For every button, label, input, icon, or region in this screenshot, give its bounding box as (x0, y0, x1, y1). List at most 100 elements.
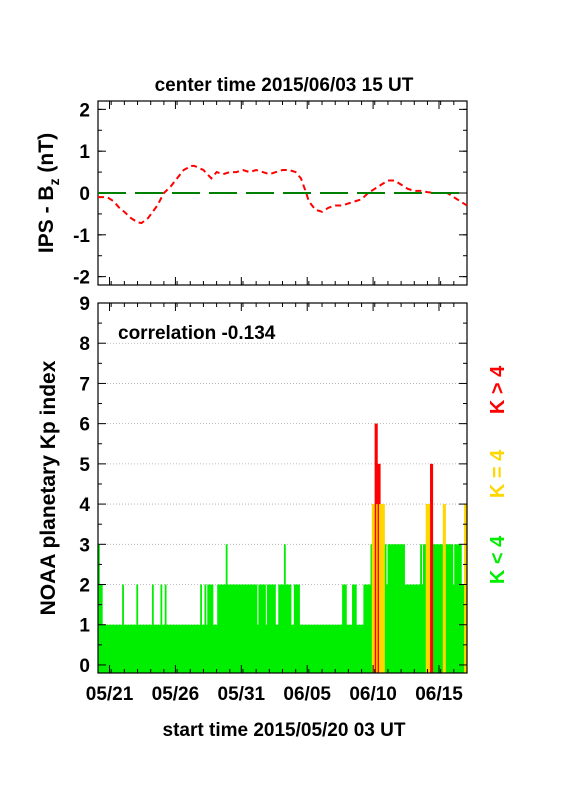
kp-bar (245, 584, 248, 673)
kp-bar (124, 624, 127, 673)
kp-bar (440, 544, 442, 673)
kp-bar (313, 624, 316, 673)
kp-bar (200, 584, 203, 673)
kp-bar (188, 624, 191, 673)
kp-bar (281, 584, 283, 673)
legend-k-greater-4: K > 4 (487, 365, 509, 414)
kp-bar (251, 584, 254, 673)
kp-bar (123, 624, 126, 673)
kp-bar (268, 584, 271, 673)
kp-bar (176, 624, 178, 673)
kp-bar (308, 624, 310, 673)
kp-bar (359, 624, 361, 673)
kp-bar (417, 584, 420, 673)
kp-bar (248, 584, 251, 673)
kp-bar (222, 584, 225, 673)
kp-bar (184, 624, 187, 673)
ips-bz-plot-area (97, 100, 468, 286)
kp-bar (390, 544, 393, 673)
kp-bar (309, 624, 312, 673)
kp-bar (193, 624, 195, 673)
kp-bar (264, 584, 266, 673)
kp-x-tick-label: 05/26 (152, 684, 200, 705)
kp-y-tick-label: 4 (79, 495, 90, 516)
kp-bar (194, 624, 197, 673)
kp-bar (388, 544, 391, 673)
kp-bar (227, 584, 229, 673)
kp-bar (292, 624, 295, 673)
kp-bar (255, 584, 258, 673)
kp-bar (408, 584, 411, 673)
kp-bar (187, 624, 190, 673)
kp-bar (120, 624, 123, 673)
kp-bar (403, 544, 405, 673)
kp-panel: 0 1 2 3 4 5 6 7 8 9 05/21 05/26 05/31 06/05 06/10 06/1… (37, 294, 509, 741)
kp-bar (339, 624, 342, 673)
kp-bar (150, 624, 153, 673)
kp-bar (170, 624, 173, 673)
kp-bar (137, 624, 140, 673)
kp-bar (411, 584, 414, 673)
kp-bar (458, 544, 461, 673)
kp-bar (356, 624, 359, 673)
kp-bar (139, 624, 141, 673)
kp-bar-highlight (425, 504, 429, 673)
kp-bar (423, 544, 425, 673)
kp-y-axis-label: NOAA planetary Kp index (37, 360, 60, 615)
kp-bar (363, 584, 366, 673)
kp-bar (228, 584, 231, 673)
kp-bar (258, 584, 261, 673)
kp-bar (404, 584, 407, 673)
kp-bar (327, 624, 330, 673)
kp-bar (98, 544, 100, 673)
kp-bar (160, 584, 163, 673)
kp-bar (207, 584, 210, 673)
kp-bar (229, 584, 232, 673)
kp-bar (273, 584, 276, 673)
kp-x-axis-label: start time 2015/05/20 03 UT (163, 720, 406, 741)
kp-bar (180, 624, 183, 673)
kp-bar (132, 624, 134, 673)
kp-bar (457, 544, 459, 673)
kp-bar (214, 624, 217, 673)
kp-bar (401, 544, 404, 673)
kp-bar (435, 544, 438, 673)
kp-bar (353, 584, 356, 673)
kp-bar (129, 624, 132, 673)
kp-bar (335, 624, 337, 673)
kp-bar (296, 584, 299, 673)
ips-bz-y-tick-label: 1 (79, 142, 90, 163)
kp-bar (244, 584, 246, 673)
kp-bar-highlight (442, 504, 446, 673)
kp-grid (98, 342, 467, 626)
kp-bar (293, 584, 296, 673)
kp-bar (234, 584, 237, 673)
kp-y-tick-label: 0 (79, 656, 90, 677)
kp-bar (432, 544, 435, 673)
kp-bar (203, 624, 205, 673)
kp-bar (261, 584, 264, 673)
kp-bar (354, 584, 357, 673)
kp-bar (276, 624, 279, 673)
kp-bar (275, 624, 278, 673)
kp-bar (316, 624, 319, 673)
kp-x-tick-label: 06/05 (283, 684, 331, 705)
kp-bar (441, 544, 444, 673)
kp-bar (112, 624, 115, 673)
kp-bar (303, 624, 306, 673)
kp-bar (420, 544, 422, 673)
ips-bz-y-tick-labels: 2 1 0 -1 -2 (73, 100, 90, 288)
kp-bar (459, 544, 462, 673)
kp-bar (298, 584, 300, 673)
kp-bar (322, 624, 325, 673)
kp-bar (183, 624, 185, 673)
kp-bar (271, 584, 273, 673)
ips-bz-series-line (98, 164, 468, 225)
kp-bar (147, 624, 150, 673)
kp-bar (105, 624, 107, 673)
kp-bar (134, 624, 137, 673)
kp-bar (269, 584, 272, 673)
kp-bar (157, 624, 160, 673)
kp-bar (391, 544, 394, 673)
